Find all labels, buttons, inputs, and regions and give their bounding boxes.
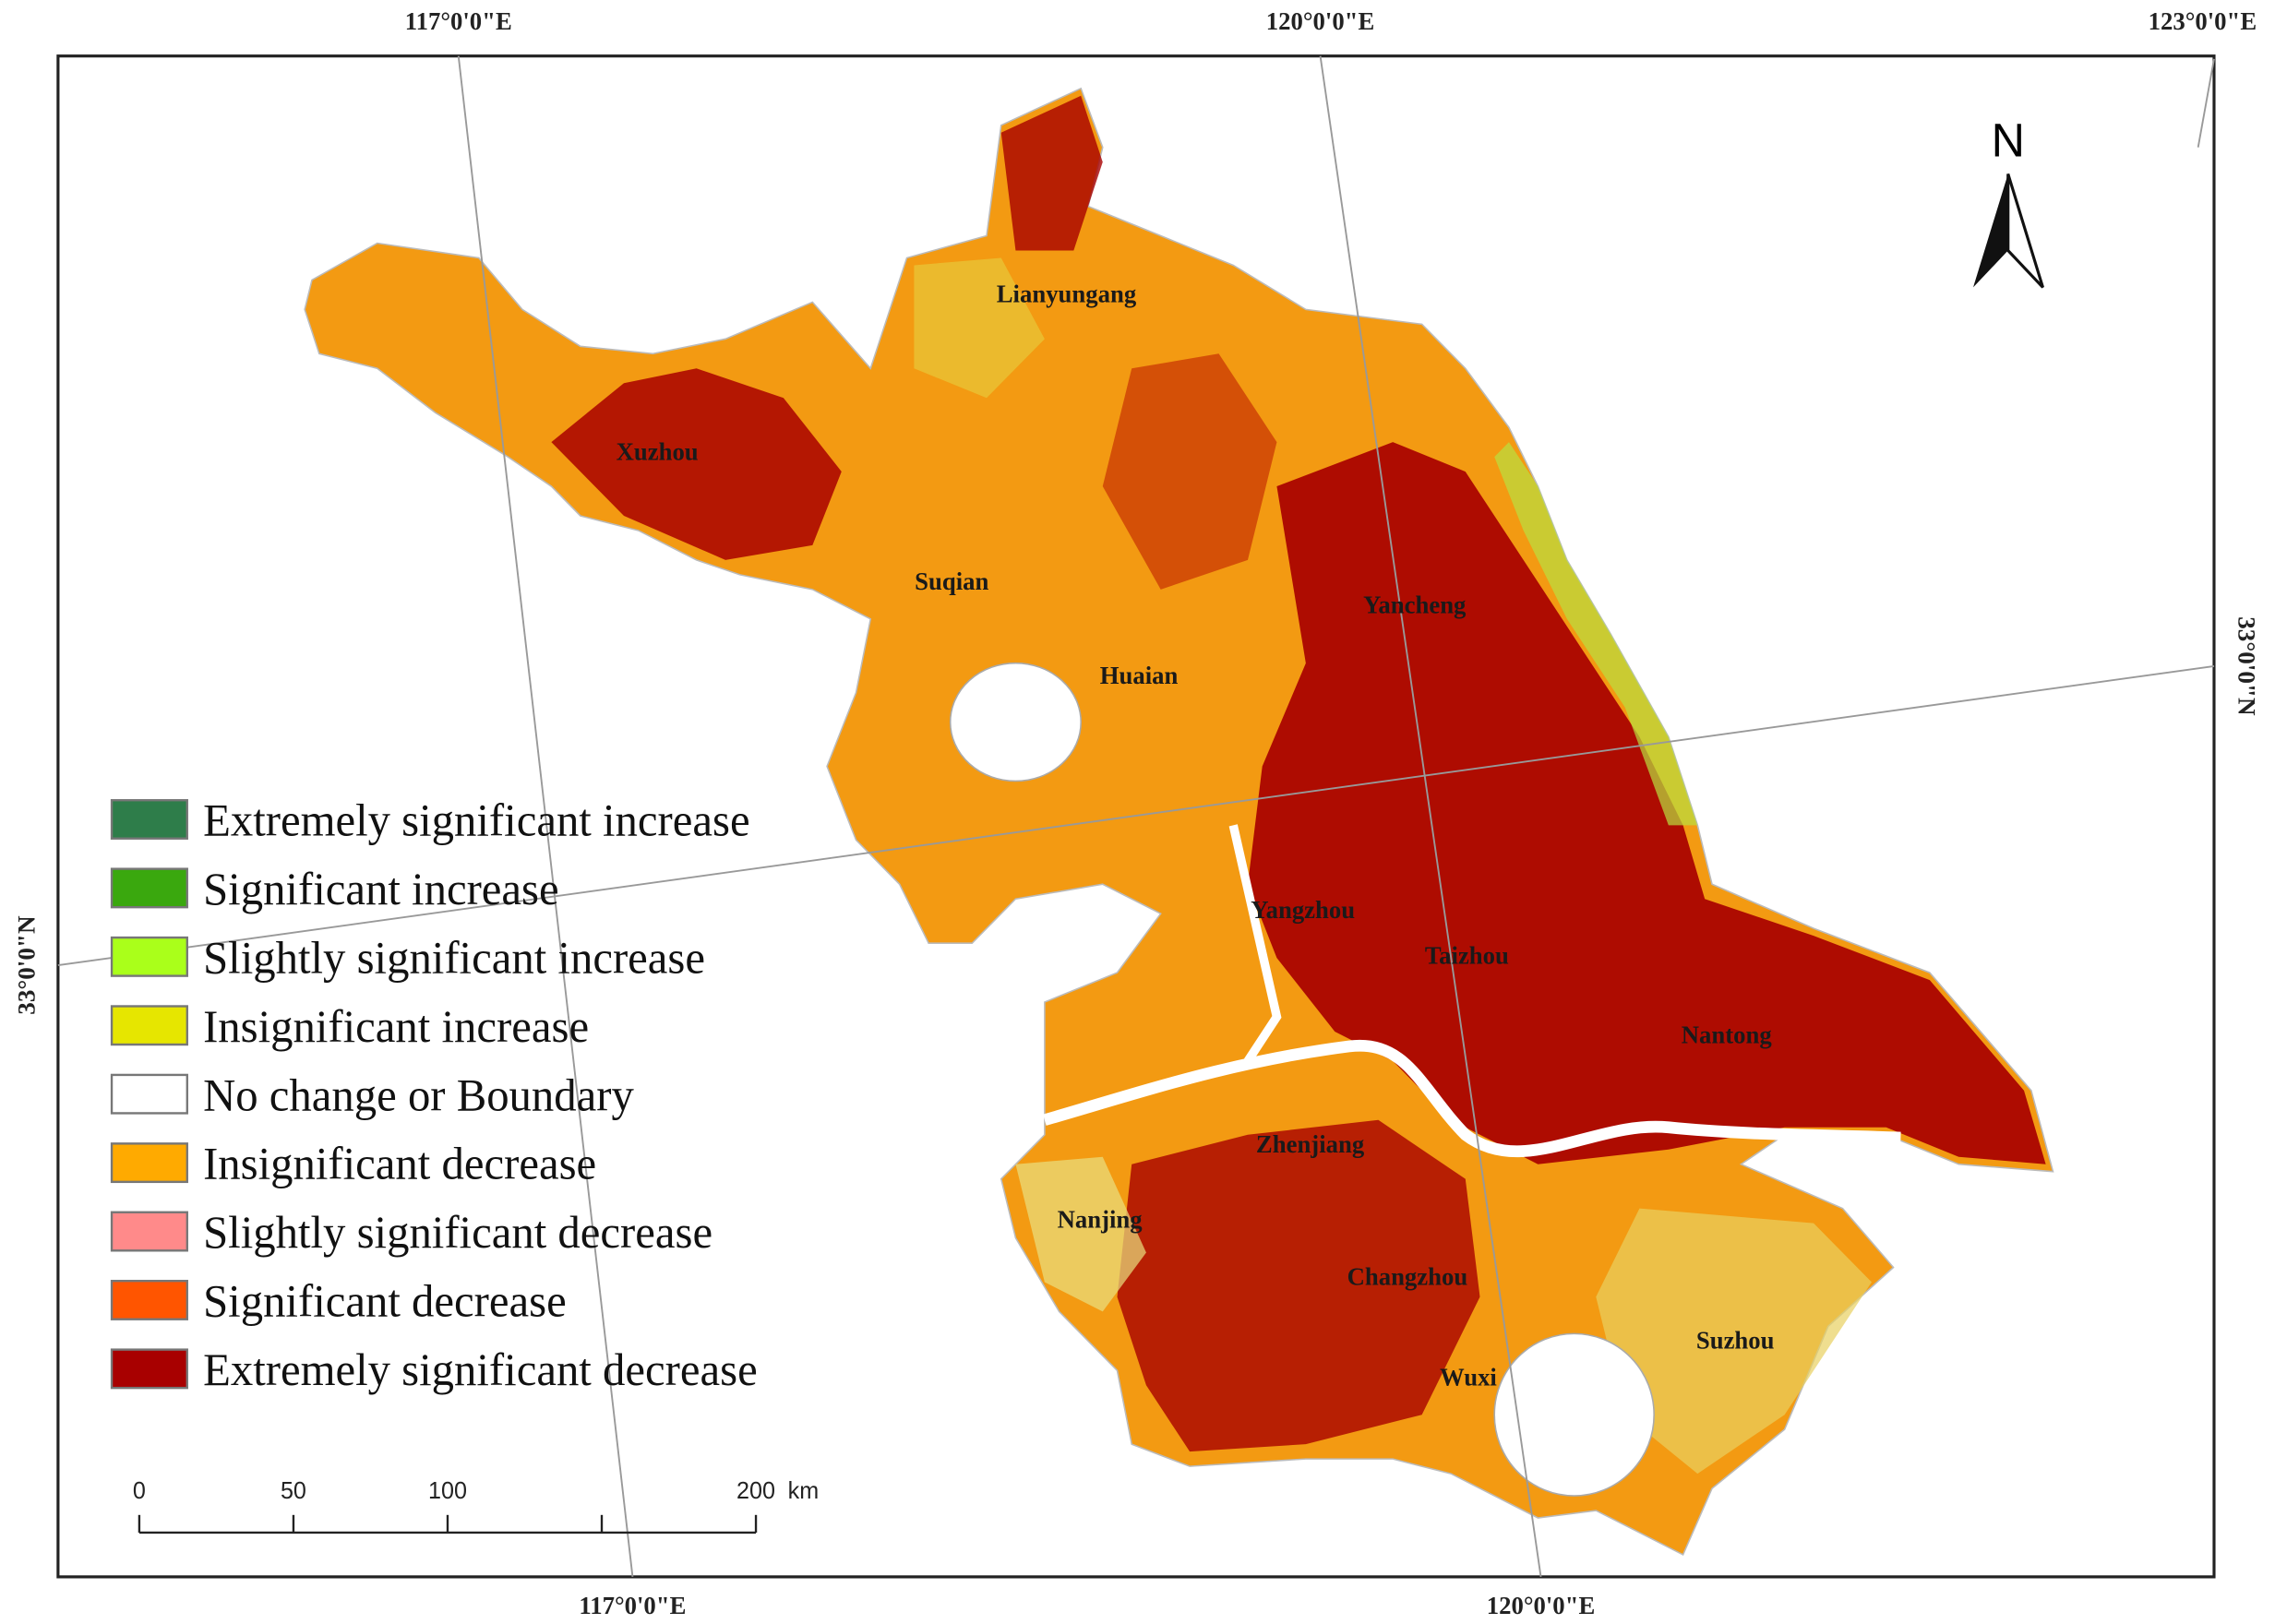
legend-label: Insignificant increase: [203, 1000, 589, 1051]
legend-swatch: [110, 1279, 188, 1320]
parallel: [57, 664, 2215, 967]
meridian: [2197, 58, 2215, 148]
city-label: Suqian: [915, 567, 988, 595]
increase-patch: [1596, 1208, 1872, 1475]
river: [1228, 824, 1282, 1064]
north-arrow: N: [1973, 113, 2044, 289]
decrease-patch: [1102, 353, 1277, 590]
graticule: [57, 55, 2215, 1578]
city-label: Nantong: [1682, 1021, 1772, 1049]
legend-label: Significant increase: [203, 864, 559, 914]
legend-swatch: [110, 799, 188, 840]
legend-swatch: [110, 936, 188, 977]
graticule-label: 123°0'0"E: [2149, 7, 2257, 35]
increase-patch: [1494, 442, 1698, 826]
legend-label: No change or Boundary: [203, 1069, 634, 1120]
decrease-patch: [1000, 95, 1103, 251]
increase-patch: [914, 257, 1045, 399]
legend: Extremely significant increase Significan…: [110, 794, 758, 1395]
graticule-label: 33°0'0"N: [2233, 616, 2261, 716]
province: [304, 87, 2054, 1557]
legend-swatch: [110, 1005, 188, 1046]
city-label: Zhenjiang: [1256, 1130, 1365, 1158]
scale-label: 100: [428, 1478, 467, 1504]
lake: [949, 662, 1082, 782]
scale-unit: km: [788, 1478, 820, 1504]
legend-swatch: [110, 867, 188, 909]
city-labels: Lianyungang Xuzhou Suqian Yancheng Huaia…: [617, 280, 1775, 1391]
decrease-patch: [1247, 442, 2046, 1164]
graticule-label: 33°0'0"N: [13, 915, 41, 1015]
river: [1043, 1039, 1901, 1158]
graticule-label: 117°0'0"E: [405, 7, 512, 35]
scale-bar: 0 50 100 200 km: [133, 1478, 820, 1534]
city-label: Yangzhou: [1251, 896, 1355, 924]
decrease-patch: [551, 368, 842, 560]
legend-label: Slightly significant decrease: [203, 1207, 712, 1258]
lake: [1493, 1332, 1655, 1497]
scale-label: 0: [133, 1478, 146, 1504]
increase-patch: [1015, 1156, 1146, 1312]
graticule-label: 117°0'0"E: [579, 1592, 686, 1619]
city-label: Huaian: [1100, 662, 1179, 689]
city-label: Changzhou: [1347, 1262, 1468, 1290]
city-label: Suzhou: [1696, 1326, 1775, 1354]
scale-label: 50: [281, 1478, 306, 1504]
city-label: Nanjing: [1058, 1205, 1143, 1233]
legend-label: Insignificant decrease: [203, 1138, 596, 1188]
legend-label: Slightly significant increase: [203, 932, 705, 983]
legend-label: Extremely significant increase: [203, 794, 750, 845]
city-label: Yancheng: [1363, 591, 1467, 618]
legend-swatch: [110, 1073, 188, 1115]
arrow-half: [2006, 173, 2044, 289]
scale-label: 200: [736, 1478, 775, 1504]
decrease-patch: [1117, 1119, 1480, 1452]
north-label: N: [1992, 113, 2025, 166]
city-label: Lianyungang: [997, 280, 1137, 307]
legend-swatch: [110, 1348, 188, 1390]
meridian: [1319, 55, 1542, 1578]
graticule-label: 120°0'0"E: [1266, 7, 1375, 35]
legend-label: Extremely significant decrease: [203, 1344, 758, 1395]
legend-label: Significant decrease: [203, 1275, 567, 1326]
city-label: Wuxi: [1440, 1363, 1497, 1391]
meridian: [457, 55, 634, 1578]
city-label: Xuzhou: [617, 437, 699, 465]
city-label: Taizhou: [1425, 941, 1509, 969]
graticule-label: 120°0'0"E: [1487, 1592, 1596, 1619]
legend-swatch: [110, 1211, 188, 1252]
legend-swatch: [110, 1142, 188, 1184]
